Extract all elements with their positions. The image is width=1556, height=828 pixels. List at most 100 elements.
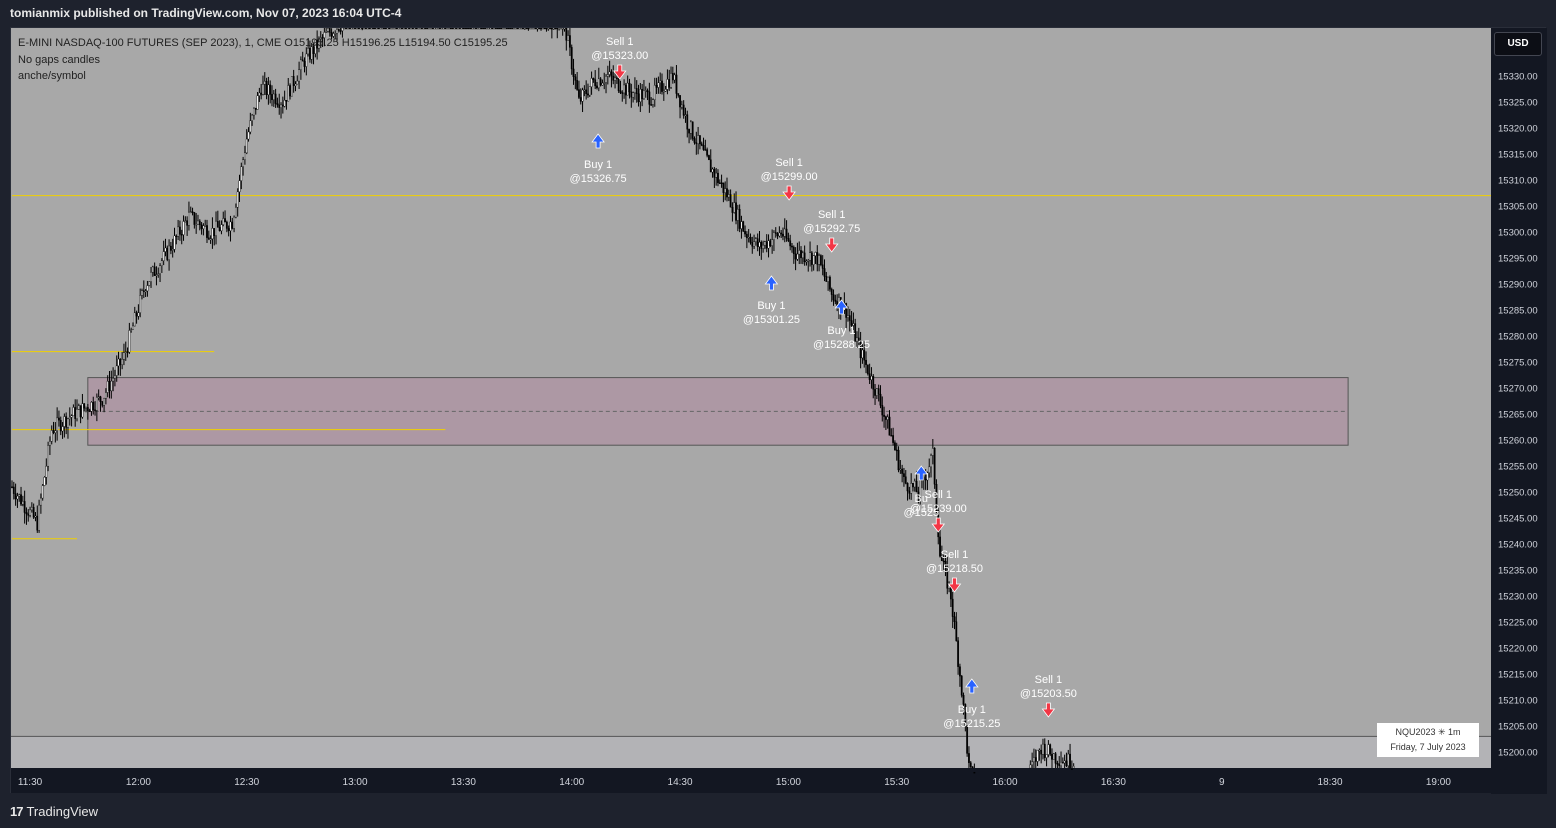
candle-body xyxy=(334,33,337,35)
candle-body xyxy=(832,294,835,301)
currency-button[interactable]: USD xyxy=(1494,32,1542,56)
candle-body xyxy=(197,220,199,225)
candle-body xyxy=(892,435,895,443)
candle-body xyxy=(419,28,421,30)
candle-body xyxy=(585,89,588,95)
candle-body xyxy=(785,228,788,239)
y-tick-label: 15305.00 xyxy=(1498,202,1538,213)
candle-body xyxy=(285,100,288,102)
candle-body xyxy=(77,405,80,410)
x-tick-label: 16:30 xyxy=(1101,777,1126,788)
candle-body xyxy=(673,74,676,81)
candle-body xyxy=(287,85,290,102)
candle-body xyxy=(473,28,476,30)
candle-body xyxy=(366,28,369,30)
candle-body xyxy=(213,228,216,237)
candle-body xyxy=(88,410,91,412)
trade-price-label: @15326.75 xyxy=(570,173,627,185)
candle-body xyxy=(866,364,869,374)
candle-body xyxy=(762,244,765,249)
candle-body xyxy=(453,28,456,30)
candle-body xyxy=(612,75,615,81)
candle-body xyxy=(316,39,319,49)
x-tick-label: 13:00 xyxy=(343,777,368,788)
candle-body xyxy=(448,28,450,30)
candle-body xyxy=(363,28,365,30)
candle-body xyxy=(395,28,398,30)
candle-body xyxy=(783,228,786,237)
candle-body xyxy=(744,231,746,235)
candle-body xyxy=(157,273,160,275)
candle-body xyxy=(812,255,815,265)
candle-body xyxy=(364,28,367,30)
candle-body xyxy=(588,86,591,96)
candle-body xyxy=(854,323,857,342)
candle-body xyxy=(343,28,346,30)
candle-body xyxy=(693,138,696,143)
candle-body xyxy=(234,207,237,218)
candle-body xyxy=(706,149,709,156)
candle-body xyxy=(312,46,315,54)
candle-body xyxy=(630,91,633,98)
trade-price-label: @1525 xyxy=(903,507,939,519)
chart-frame[interactable]: Sell 1 @15323.00 Buy 1 @15326.75 Sell 1 @1529… xyxy=(10,27,1547,794)
price-chart[interactable]: Sell 1 @15323.00 Buy 1 @15326.75 Sell 1 @1529… xyxy=(11,28,1547,794)
trade-label: Sell 1 xyxy=(924,489,952,501)
candle-body xyxy=(583,89,586,92)
candle-body xyxy=(420,28,423,30)
candle-body xyxy=(392,28,394,30)
buy-arrow-icon xyxy=(965,678,979,694)
candle-body xyxy=(637,93,640,103)
candle-body xyxy=(92,401,95,410)
candle-body xyxy=(865,359,867,365)
candle-body xyxy=(429,28,432,30)
candle-body xyxy=(682,104,685,116)
candle-body xyxy=(99,396,102,402)
trade-label: Buy 1 xyxy=(958,704,986,716)
candle-body xyxy=(1047,744,1050,755)
candle-body xyxy=(850,320,853,326)
candle-body xyxy=(522,28,524,30)
candle-body xyxy=(169,245,172,251)
y-tick-label: 15220.00 xyxy=(1498,644,1538,655)
x-tick-label: 14:00 xyxy=(559,777,584,788)
candle-body xyxy=(653,85,656,100)
legend-indicator-name: No gaps candles xyxy=(18,53,100,66)
candle-body xyxy=(807,260,810,262)
candle-body xyxy=(390,28,393,30)
candle-body xyxy=(796,253,799,260)
candle-body xyxy=(821,264,824,269)
candle-body xyxy=(32,507,35,518)
candle-body xyxy=(760,242,763,249)
candle-body xyxy=(561,28,564,30)
candle-body xyxy=(810,252,813,265)
candle-body xyxy=(417,28,420,30)
trade-label: Sell 1 xyxy=(1035,674,1063,686)
candle-body xyxy=(661,80,663,92)
candle-body xyxy=(45,465,48,478)
candle-body xyxy=(61,426,64,432)
x-tick-label: 13:30 xyxy=(451,777,476,788)
candle-body xyxy=(709,159,712,173)
candle-body xyxy=(680,104,683,108)
candle-body xyxy=(139,295,142,313)
candle-body xyxy=(263,81,266,85)
candle-body xyxy=(58,417,60,421)
candle-body xyxy=(1042,743,1044,755)
candle-body xyxy=(558,28,560,30)
candle-body xyxy=(374,28,376,30)
candle-body xyxy=(406,28,409,30)
candle-body xyxy=(1051,753,1053,760)
candle-body xyxy=(70,415,73,418)
candle-body xyxy=(917,491,920,496)
candle-body xyxy=(939,536,941,557)
candle-body xyxy=(549,28,551,30)
candle-body xyxy=(323,32,326,38)
footer-branding[interactable]: 17 TradingView xyxy=(10,801,98,821)
candle-body xyxy=(424,28,427,30)
candle-body xyxy=(106,381,109,393)
candle-body xyxy=(101,401,104,406)
candle-body xyxy=(856,337,858,342)
candle-body xyxy=(897,449,900,471)
candle-body xyxy=(971,766,974,769)
